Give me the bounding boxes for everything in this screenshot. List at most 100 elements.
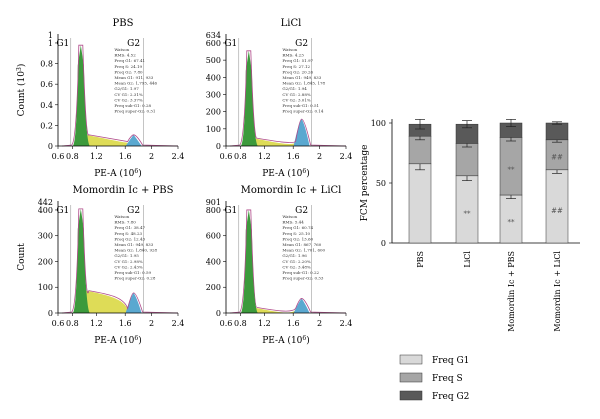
stats-line: Mean G2: 1,840, 928 (114, 248, 157, 253)
bar-y-tick-label: 0 (381, 239, 386, 248)
g2-peak-area (125, 134, 142, 146)
stats-line: Mean G2: 1,845, 178 (282, 81, 325, 86)
legend-swatch (399, 354, 423, 365)
stats-line: Freq G2: 20.26 (282, 69, 313, 74)
stacked-bar-chart: FCM percentage 0 50 100 PBS ** LiCl ** ** Momordi… (360, 119, 580, 402)
g2-peak-area (293, 119, 310, 146)
bar-segment (455, 143, 479, 177)
stats-line: Freq super-G2: 0.14 (282, 109, 323, 114)
bar-category-label: PBS (416, 251, 425, 268)
s-phase-area (85, 290, 128, 313)
y-tick-label: 800 (206, 206, 221, 215)
bar-segment (545, 122, 569, 141)
bar-y-axis-label: FCM percentage (360, 145, 370, 222)
legend-label: Freq G1 (432, 356, 469, 366)
x-tick-label: 0.8 (66, 152, 79, 161)
x-axis-label: PE-A (106) (262, 168, 310, 179)
stats-line: RMS: 4.23 (282, 53, 304, 58)
g1-peak-area (72, 208, 90, 313)
y-tick-label: 100 (206, 125, 221, 134)
x-axis-label-close: ) (138, 168, 142, 179)
y-tick-label: 1 (48, 39, 53, 48)
gate-label-g1: G1 (56, 206, 69, 216)
histogram-outline (61, 44, 179, 147)
x-tick-label: 2.4 (172, 152, 185, 161)
x-tick-label: 1.2 (258, 152, 271, 161)
x-axis-label-close: ) (306, 168, 310, 179)
x-tick-label: 1.6 (287, 319, 300, 328)
x-tick-label: 2 (317, 152, 322, 161)
x-tick-label: 0.6 (52, 319, 65, 328)
plot-axes (225, 34, 346, 147)
stats-line: Freq super-G2: 0.33 (282, 276, 323, 281)
stats-line: Mean G1: 949, 833 (114, 242, 153, 247)
x-tick-label: 0.6 (220, 152, 233, 161)
stats-line: Freq G2: 12.43 (114, 236, 145, 241)
stats-line: CV G1: 2.88% (282, 92, 310, 97)
stats-line: Watson (114, 47, 129, 52)
stats-line: Freq S: 48.23 (114, 231, 142, 236)
histogram-outline (229, 209, 347, 314)
stats-line: Mean G1: 949, 833 (282, 75, 321, 80)
y-max-label: 442 (38, 198, 53, 207)
y-tick-label: 400 (206, 257, 221, 266)
x-tick-label: 1.6 (119, 152, 132, 161)
x-tick-label: 0.6 (52, 152, 65, 161)
y-tick-label: 0.6 (40, 80, 53, 89)
x-axis-label-exponent: 6 (134, 168, 138, 175)
x-axis-label-exponent: 6 (134, 335, 138, 342)
panel-title: Momordin Ic + LiCl (241, 185, 342, 196)
stats-line: CV G2: 3.01% (282, 97, 310, 102)
bar-y-tick-label: 50 (376, 179, 386, 188)
y-tick-label: 600 (206, 232, 221, 241)
y-tick-label: 300 (38, 232, 53, 241)
g1-peak-area (240, 209, 258, 313)
stats-line: RMS: 5.44 (282, 220, 304, 225)
panel-title: LiCl (281, 18, 302, 29)
x-tick-label: 2 (149, 152, 154, 161)
s-phase-area (85, 134, 128, 146)
x-tick-label: 0.8 (66, 319, 79, 328)
y-axis-label-close: ) (16, 64, 27, 68)
plot-axes (57, 34, 178, 147)
y-tick-label: 0 (48, 142, 53, 151)
stats-line: Mean G2: 1,701, 600 (282, 248, 325, 253)
x-tick-label: 1.2 (258, 319, 271, 328)
y-tick-label: 0.2 (40, 121, 53, 130)
stats-line: CV G1: 2.31% (114, 92, 142, 97)
y-tick-label: 300 (206, 90, 221, 99)
stats-line: Watson (114, 214, 129, 219)
stats-line: Freq G1: 67.41 (114, 58, 145, 63)
y-tick-label: 0 (216, 142, 221, 151)
y-tick-label: 100 (38, 283, 53, 292)
significance-mark: ** (464, 210, 472, 218)
stats-line: CV G1: 2.20% (282, 259, 310, 264)
legend-swatch (399, 372, 423, 383)
y-tick-label: 0.4 (40, 101, 53, 110)
x-axis-label-close: ) (138, 335, 142, 346)
x-tick-label: 1.2 (90, 319, 103, 328)
bar-category-label: LiCl (463, 251, 472, 268)
y-tick-label: 0 (48, 309, 53, 318)
significance-mark: ** (508, 166, 516, 174)
g1-peak-area (240, 50, 258, 146)
y-max-label: 634 (206, 31, 221, 40)
stats-line: Freq S: 24.19 (114, 64, 142, 69)
y-tick-label: 400 (38, 206, 53, 215)
bar-segment (408, 135, 432, 165)
x-axis-label-exponent: 6 (302, 168, 306, 175)
stats-line: Freq sub-G1: 0.59 (114, 270, 151, 275)
x-axis-label: PE-A (106) (262, 335, 310, 346)
stats-line: Watson (282, 47, 297, 52)
g2-peak-area (125, 292, 142, 313)
g1-peak-area (72, 45, 90, 147)
gate-label-g2: G2 (127, 39, 140, 49)
bar-category-label: Momordin Ic + LiCl (553, 251, 562, 332)
panel-title: Momordin Ic + PBS (73, 185, 174, 196)
stats-line: Freq super-G2: 0.31 (114, 109, 155, 114)
x-tick-label: 2.4 (340, 152, 353, 161)
stats-line: CV G2: 3.48% (282, 264, 310, 269)
